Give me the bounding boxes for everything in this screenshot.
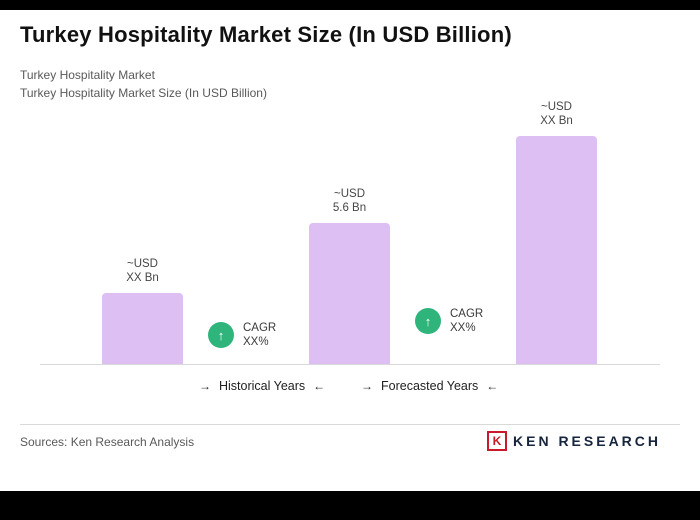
bar-value-label: ~USD 5.6 Bn	[333, 187, 366, 215]
left-arrow-icon: ←	[486, 379, 499, 393]
bar-historical-1	[102, 293, 183, 364]
subtitle-market: Turkey Hospitality Market	[20, 68, 155, 82]
growth-up-arrow-icon: ↑	[208, 322, 234, 348]
sources-text: Sources: Ken Research Analysis	[20, 435, 195, 449]
cagr-annotation-2: ↑ CAGR XX%	[415, 307, 483, 335]
top-border-bar	[0, 0, 700, 10]
bar-label-line1: ~USD	[126, 258, 158, 270]
bar-label-line2: XX Bn	[126, 272, 159, 284]
right-arrow-icon: →	[361, 379, 373, 393]
axis-group-forecasted-years: → Forecasted Years ←	[361, 379, 498, 393]
cagr-value: XX%	[450, 322, 476, 334]
axis-group-historical-years: → Historical Years ←	[199, 379, 325, 393]
bottom-border-bar	[0, 491, 700, 520]
left-arrow-icon: ←	[313, 379, 326, 393]
right-arrow-icon: →	[199, 379, 211, 393]
ken-research-logo: K KEN RESEARCH	[487, 431, 661, 451]
subtitle-market-size: Turkey Hospitality Market Size (In USD B…	[20, 86, 267, 100]
growth-up-arrow-icon: ↑	[415, 308, 441, 334]
cagr-value: XX%	[243, 336, 269, 348]
cagr-label: CAGR	[450, 308, 484, 320]
cagr-annotation-1: ↑ CAGR XX%	[208, 321, 276, 349]
cagr-text: CAGR XX%	[243, 321, 276, 349]
cagr-label: CAGR	[243, 322, 277, 334]
footer-divider	[20, 424, 680, 425]
bar-label-line1: ~USD	[334, 188, 365, 200]
bar-forecasted	[516, 136, 597, 364]
page-title: Turkey Hospitality Market Size (In USD B…	[20, 22, 512, 47]
bar-historical-2	[309, 223, 390, 364]
x-axis-line	[40, 364, 660, 365]
logo-wordmark: KEN RESEARCH	[513, 433, 662, 449]
bar-group-historical-2: ~USD 5.6 Bn	[309, 187, 390, 364]
bar-group-forecasted: ~USD XX Bn	[516, 100, 597, 364]
bar-group-historical-1: ~USD XX Bn	[102, 257, 183, 364]
bar-label-line1: ~USD	[540, 101, 572, 113]
logo-k-icon: K	[487, 431, 507, 451]
axis-group-label: Forecasted Years	[381, 379, 479, 393]
bar-label-line2: XX Bn	[540, 115, 573, 127]
bar-value-label: ~USD XX Bn	[540, 100, 573, 128]
axis-group-label: Historical Years	[219, 379, 306, 393]
bar-value-label: ~USD XX Bn	[126, 257, 159, 285]
cagr-text: CAGR XX%	[450, 307, 483, 335]
bar-label-line2: 5.6 Bn	[332, 202, 367, 214]
